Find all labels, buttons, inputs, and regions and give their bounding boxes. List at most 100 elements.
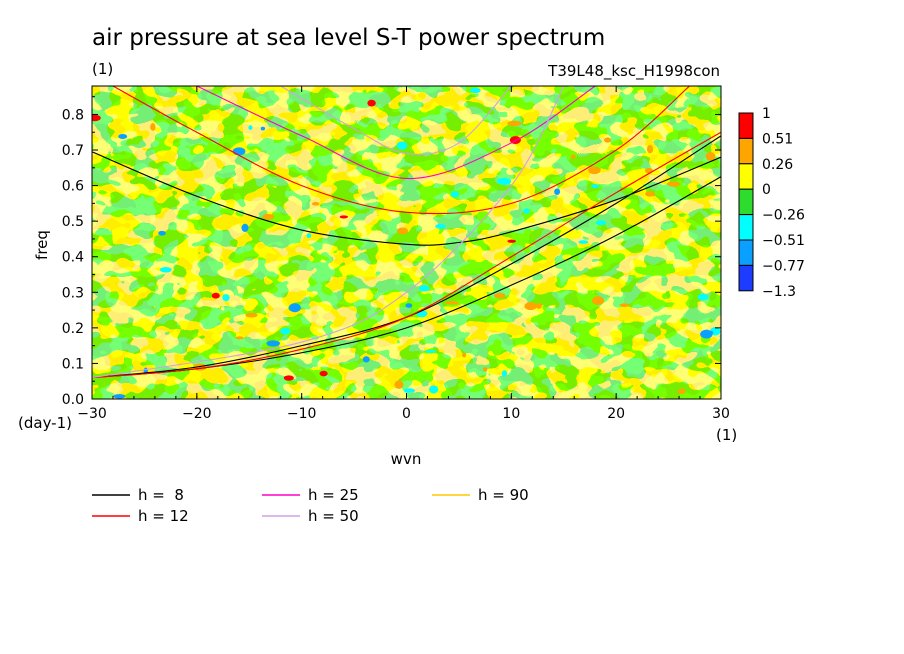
heatmap-accent-patch (590, 184, 600, 189)
chart-subtitle-right: T39L48_ksc_H1998con (547, 62, 720, 81)
heatmap-accent-patch (493, 293, 506, 299)
heatmap-accent-patch (158, 230, 166, 236)
y-tick-label: 0.6 (62, 179, 84, 195)
x-tick-label: 10 (502, 406, 520, 422)
heatmap-accent-patch (578, 240, 589, 244)
y-tick-label: 0.3 (62, 285, 84, 301)
legend-label: h = 12 (138, 507, 189, 525)
heatmap-accent-patch (507, 120, 522, 127)
x-tick-label: 0 (402, 406, 411, 422)
colorbar-label: 1 (762, 106, 771, 122)
heatmap-accent-patch (306, 233, 312, 239)
heatmap-accent-patch (619, 303, 630, 307)
colorbar-swatch (738, 163, 754, 190)
x-tick-label: 20 (607, 406, 625, 422)
heatmap-accent-patch (211, 292, 220, 299)
heatmap-accent-patch (592, 296, 605, 306)
heatmap-accent-patch (570, 154, 576, 159)
heatmap-accent-patch (396, 141, 408, 150)
x-axis-label: wvn (391, 450, 422, 468)
heatmap-accent-patch (245, 312, 258, 318)
colorbar-label: 0.26 (762, 157, 793, 173)
dispersion-curve-h25-inertia-gravity (196, 86, 596, 180)
heatmap-accent-patch (241, 223, 249, 232)
heatmap-accent-patch (645, 191, 656, 197)
colorbar-label: −0.26 (762, 208, 805, 224)
heatmap-accent-patch (588, 166, 601, 175)
heatmap-accent-patch (159, 267, 172, 273)
heatmap-accent-patch (646, 144, 654, 154)
x-tick-label: −30 (77, 406, 107, 422)
colorbar: 1 0.51 0.26 0 −0.26 −0.51 −0.77 −1.3 (738, 106, 805, 300)
heatmap-accent-patch (462, 352, 467, 358)
x-unit-label: (1) (716, 426, 737, 444)
y-unit-label: (day-1) (18, 414, 72, 432)
y-tick-label: 0.5 (62, 214, 84, 230)
colorbar-label: 0 (762, 182, 771, 198)
heatmap-accent-patch (667, 181, 681, 187)
y-tick-label: 0.4 (62, 250, 84, 266)
y-axis: 0.0 0.1 0.2 0.3 0.4 0.5 0.6 0.7 0.8 (62, 96, 721, 408)
heatmap-accent-patch (394, 380, 404, 389)
colorbar-label: −0.51 (762, 233, 805, 249)
heatmap-field (92, 86, 721, 399)
legend-label: h = 50 (308, 507, 359, 525)
dispersion-curve-h12-kelvin (92, 131, 721, 379)
heatmap-accent-patch (405, 303, 413, 308)
heatmap-accent-patch (419, 285, 430, 292)
heatmap-accent-patch (497, 177, 512, 185)
colorbar-swatch (738, 239, 754, 266)
y-tick-label: 0.1 (62, 356, 84, 372)
heatmap-accent-patch (362, 356, 370, 363)
legend-label: h = 25 (308, 486, 359, 504)
heatmap-accent-patch (697, 293, 709, 301)
legend-label: h = 90 (478, 486, 529, 504)
heatmap-accent-patch (311, 201, 320, 206)
chart-subtitle-left: (1) (92, 60, 113, 78)
legend: h = 8 h = 12 h = 25 h = 50 h = 90 (92, 486, 529, 525)
heatmap-accent-patch (118, 134, 128, 139)
heatmap-accent-patch (604, 137, 612, 143)
heatmap-accent-patch (235, 336, 244, 340)
heatmap-accent-patch (429, 385, 439, 394)
heatmap-accent-patch (397, 227, 409, 235)
heatmap-accent-patch (403, 388, 416, 393)
heatmap-accent-patch (595, 220, 607, 226)
heatmap-accent-patch (260, 126, 266, 131)
heatmap-accent-patch (339, 215, 348, 219)
colorbar-swatch (738, 264, 754, 292)
heatmap-accent-patch (470, 87, 481, 94)
heatmap-accent-patch (677, 388, 686, 395)
colorbar-label: 0.51 (762, 131, 793, 147)
heatmap-accent-patch (113, 394, 126, 399)
heatmap-accent-patch (554, 188, 561, 195)
colorbar-swatch (738, 188, 754, 216)
x-axis: −30 −20 −10 0 10 20 30 (77, 86, 730, 422)
dispersion-curve-h50-inertia-gravity (280, 86, 512, 156)
heatmap-accent-patch (523, 208, 530, 214)
legend-label: h = 8 (138, 486, 184, 504)
heatmap-accent-patch (288, 303, 301, 313)
colorbar-label: −1.3 (762, 284, 796, 300)
heatmap-accent-patch (248, 125, 253, 130)
y-tick-label: 0.2 (62, 321, 84, 337)
colorbar-swatch (738, 214, 754, 241)
heatmap-accent-patch (92, 114, 101, 122)
dispersion-curves (92, 86, 721, 379)
y-axis-label: freq (33, 230, 51, 260)
heatmap-accent-patch (435, 224, 446, 229)
heatmap-accent-patch (483, 367, 488, 372)
heatmap-accent-patch (524, 302, 537, 311)
heatmap-accent-patch (425, 349, 437, 354)
heatmap-pattern (92, 86, 721, 399)
heatmap-accent-patch (507, 239, 517, 243)
heatmap-accent-patch (232, 147, 246, 156)
heatmap-accent-patch (222, 294, 230, 302)
heatmap-accent-patch (450, 190, 460, 198)
dispersion-curve-h12-inertia-gravity (112, 86, 690, 215)
heatmap-accent-patch (501, 370, 508, 377)
y-tick-label: 0.0 (62, 392, 84, 408)
heatmap-accent-patch (280, 327, 291, 335)
heatmap-accent-patch (705, 330, 714, 335)
